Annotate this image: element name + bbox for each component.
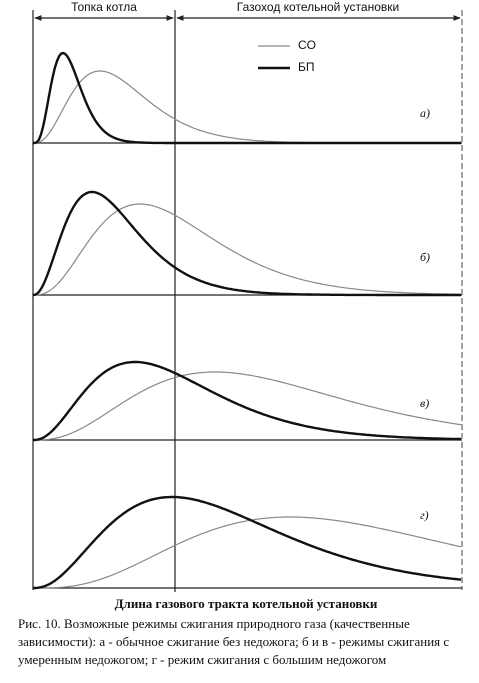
panel-label: в) bbox=[420, 396, 429, 410]
legend-label: CO bbox=[298, 38, 316, 52]
caption-line: Рис. 10. Возможные режимы сжигания приро… bbox=[18, 616, 410, 631]
curve bbox=[32, 51, 461, 145]
caption-line: умеренным недожогом; г - режим сжигания … bbox=[18, 652, 386, 667]
legend-label: БП bbox=[298, 60, 315, 74]
curve bbox=[33, 516, 462, 589]
curve bbox=[33, 360, 461, 442]
header-left: Топка котла bbox=[71, 0, 137, 14]
curve bbox=[33, 203, 461, 296]
x-axis-label: Длина газового тракта котельной установк… bbox=[115, 596, 378, 611]
header-right: Газоход котельной установки bbox=[237, 0, 399, 14]
caption-line: зависимости): а - обычное сжигание без н… bbox=[18, 634, 449, 649]
panel-label: г) bbox=[420, 508, 429, 522]
curve bbox=[33, 495, 462, 590]
panel-label: а) bbox=[420, 106, 430, 120]
curve bbox=[33, 70, 461, 144]
curve bbox=[32, 190, 461, 297]
curve bbox=[33, 371, 462, 441]
panel-label: б) bbox=[420, 250, 430, 264]
curves bbox=[32, 51, 462, 590]
